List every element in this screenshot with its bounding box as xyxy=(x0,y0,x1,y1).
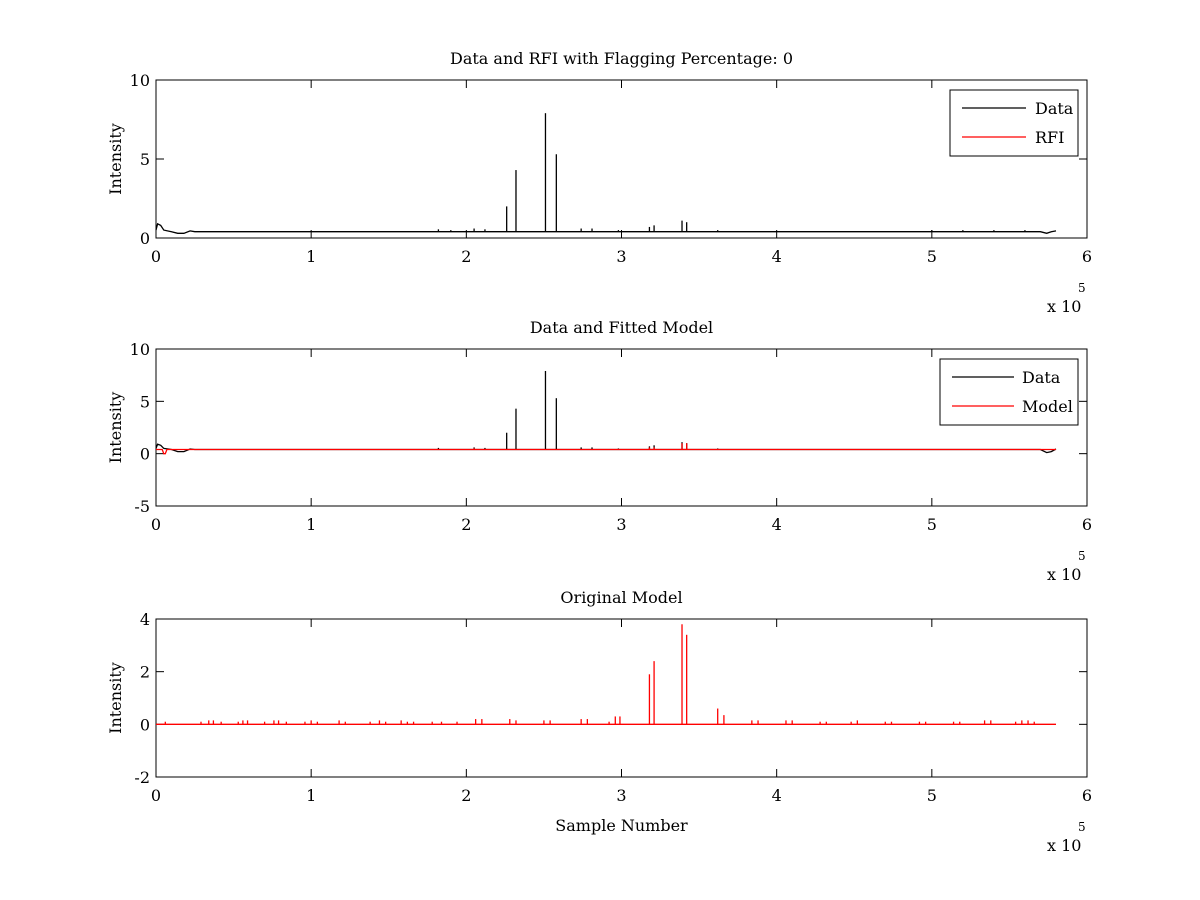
x-tick-label: 0 xyxy=(151,515,161,534)
series-baseline-line xyxy=(156,448,1056,455)
x-tick-label: 5 xyxy=(927,786,937,805)
x-tick-label: 0 xyxy=(151,247,161,266)
series-1 xyxy=(156,624,1056,725)
x-tick-label: 2 xyxy=(461,247,471,266)
x-multiplier-label: x 10 xyxy=(1047,297,1081,316)
y-tick-label: 10 xyxy=(130,71,150,90)
subplot-title: Original Model xyxy=(560,588,682,607)
subplot-title: Data and Fitted Model xyxy=(530,318,713,337)
x-tick-label: 6 xyxy=(1082,515,1092,534)
legend-entry-label: Data xyxy=(1035,99,1074,118)
x-tick-label: 3 xyxy=(616,247,626,266)
legend: Data RFI xyxy=(949,89,1079,157)
x-axis-label: Sample Number xyxy=(555,816,688,835)
x-tick-label: 1 xyxy=(306,247,316,266)
y-tick-label: 0 xyxy=(140,445,150,464)
x-multiplier-exponent: 5 xyxy=(1078,281,1086,295)
x-tick-label: 5 xyxy=(927,247,937,266)
x-multiplier-label: x 10 xyxy=(1047,565,1081,584)
x-multiplier-exponent: 5 xyxy=(1078,549,1086,563)
legend-box xyxy=(949,89,1079,157)
x-tick-label: 2 xyxy=(461,786,471,805)
x-tick-label: 6 xyxy=(1082,786,1092,805)
x-multiplier-label: x 10 xyxy=(1047,836,1081,855)
y-axis-label: Intensity xyxy=(106,392,125,464)
subplot-1: 0 1 2 3 4 5 6 0 5 10 Data and RFI with Flagging Pe… xyxy=(106,49,1092,316)
subplot-title: Data and RFI with Flagging Percentage: 0 xyxy=(450,49,793,68)
x-tick-label: 3 xyxy=(616,786,626,805)
y-axis-label: Intensity xyxy=(106,662,125,734)
x-multiplier-exponent: 5 xyxy=(1078,820,1086,834)
legend-entry-label: Model xyxy=(1022,397,1073,416)
legend-entry-label: Data xyxy=(1022,368,1061,387)
x-tick-label: 4 xyxy=(772,247,782,266)
x-tick-label: 0 xyxy=(151,786,161,805)
x-tick-label: 5 xyxy=(927,515,937,534)
y-tick-label: -2 xyxy=(134,768,150,787)
x-tick-label: 4 xyxy=(772,786,782,805)
y-tick-label: 10 xyxy=(130,340,150,359)
series-data xyxy=(155,113,1057,234)
legend-entry-label: RFI xyxy=(1035,128,1064,147)
x-tick-label: 2 xyxy=(461,515,471,534)
y-tick-label: 5 xyxy=(140,150,150,169)
x-tick-label: 6 xyxy=(1082,247,1092,266)
series-model xyxy=(156,443,1056,455)
legend: Data Model xyxy=(939,358,1079,426)
x-tick-label: 4 xyxy=(772,515,782,534)
series-baseline-line xyxy=(155,222,1057,234)
x-tick-label: 3 xyxy=(616,515,626,534)
y-tick-label: 4 xyxy=(140,610,150,629)
x-tick-label: 1 xyxy=(306,515,316,534)
legend-box xyxy=(939,358,1079,426)
series-baseline-line xyxy=(155,443,1057,454)
y-tick-label: 5 xyxy=(140,392,150,411)
y-tick-label: -5 xyxy=(134,497,150,516)
y-tick-label: 0 xyxy=(140,715,150,734)
y-tick-label: 2 xyxy=(140,663,150,682)
y-tick-label: 0 xyxy=(140,229,150,248)
y-axis-label: Intensity xyxy=(106,123,125,195)
x-tick-label: 1 xyxy=(306,786,316,805)
